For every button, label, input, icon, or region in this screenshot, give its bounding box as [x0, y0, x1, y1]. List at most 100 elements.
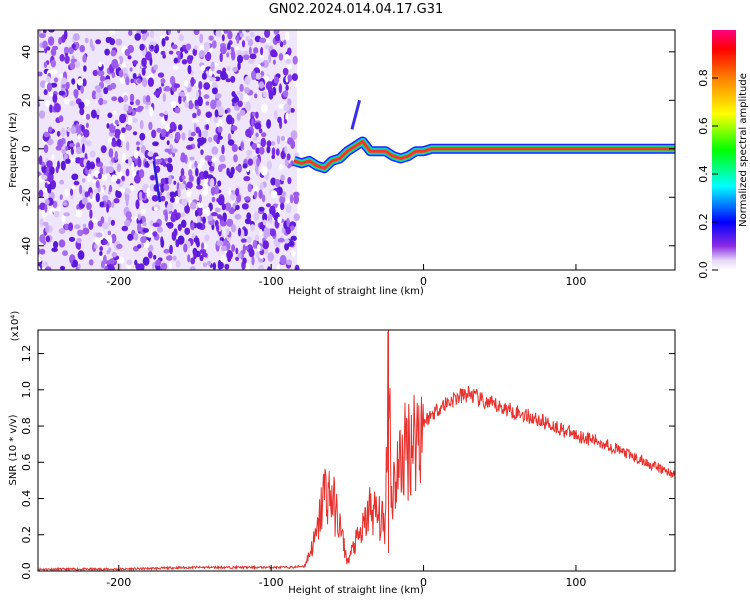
- noise-speck: [121, 175, 125, 181]
- snr-y-label: SNR (10 * v/v): [8, 414, 19, 485]
- noise-speck: [169, 244, 173, 255]
- noise-speck: [273, 51, 278, 58]
- noise-speck: [107, 230, 112, 236]
- noise-speck: [244, 176, 250, 181]
- noise-speck: [253, 186, 258, 193]
- noise-speck: [284, 243, 290, 251]
- noise-speck: [251, 142, 258, 150]
- noise-speck: [66, 127, 71, 133]
- noise-speck: [271, 141, 276, 146]
- noise-speck: [124, 219, 131, 227]
- noise-speck: [40, 174, 48, 180]
- noise-speck: [169, 191, 176, 198]
- noise-speck: [163, 248, 170, 254]
- noise-speck: [239, 93, 244, 101]
- noise-speck: [226, 250, 234, 260]
- noise-speck: [109, 30, 116, 35]
- noise-speck: [264, 44, 270, 50]
- noise-speck: [60, 160, 66, 171]
- snr-x-label: Height of straight line (km): [288, 585, 424, 596]
- noise-speck: [222, 30, 229, 34]
- noise-speck: [140, 145, 146, 154]
- y-tick-label: 0.6: [20, 454, 33, 472]
- noise-speck: [226, 228, 230, 236]
- noise-speck: [221, 144, 225, 155]
- noise-speck: [280, 202, 285, 210]
- noise-speck: [287, 98, 292, 106]
- noise-speck: [65, 158, 71, 164]
- noise-speck: [286, 64, 293, 70]
- noise-speck: [193, 45, 198, 50]
- noise-speck: [262, 240, 270, 250]
- noise-speck: [100, 186, 104, 193]
- noise-speck: [102, 239, 108, 245]
- noise-speck: [92, 179, 97, 184]
- noise-speck: [122, 152, 127, 163]
- x-tick-label: 100: [565, 275, 586, 288]
- noise-speck: [173, 255, 177, 261]
- noise-speck: [53, 77, 59, 83]
- noise-speck: [161, 37, 166, 47]
- noise-speck: [130, 78, 134, 84]
- noise-speck: [163, 87, 168, 92]
- noise-speck: [91, 44, 95, 52]
- noise-speck: [259, 37, 267, 43]
- noise-speck: [132, 60, 139, 65]
- noise-speck: [168, 50, 174, 55]
- noise-speck: [121, 225, 129, 232]
- noise-speck: [231, 50, 236, 61]
- noise-speck: [237, 227, 242, 237]
- noise-speck: [99, 166, 104, 175]
- noise-speck: [99, 251, 103, 256]
- noise-speck: [126, 264, 132, 269]
- noise-speck: [128, 30, 133, 36]
- noise-speck: [222, 212, 227, 222]
- noise-speck: [110, 49, 117, 57]
- noise-speck: [285, 259, 293, 266]
- noise-speck: [189, 156, 195, 161]
- noise-speck: [156, 127, 162, 133]
- noise-speck: [100, 145, 107, 154]
- noise-speck: [111, 139, 118, 148]
- noise-speck: [279, 195, 286, 204]
- noise-speck: [193, 237, 200, 243]
- noise-speck: [70, 188, 74, 196]
- noise-speck: [215, 93, 222, 99]
- noise-speck: [164, 148, 171, 153]
- snr-scale-label: (x10⁴): [10, 311, 21, 342]
- noise-speck: [273, 76, 280, 84]
- noise-speck: [75, 209, 83, 218]
- noise-speck: [261, 103, 268, 113]
- noise-speck: [181, 198, 188, 207]
- noise-speck: [52, 45, 59, 51]
- noise-speck: [226, 66, 231, 71]
- noise-speck: [72, 259, 78, 268]
- noise-speck: [126, 141, 130, 151]
- noise-speck: [218, 224, 222, 232]
- noise-speck: [268, 53, 272, 64]
- noise-speck: [217, 259, 222, 270]
- noise-speck: [188, 174, 194, 183]
- colorbar-gradient: [712, 30, 736, 270]
- noise-speck: [111, 58, 119, 69]
- noise-speck: [137, 158, 142, 168]
- noise-speck: [43, 144, 49, 154]
- noise-speck: [211, 156, 217, 163]
- noise-speck: [38, 71, 43, 77]
- noise-speck: [110, 219, 115, 226]
- noise-speck: [44, 204, 48, 213]
- y-tick-label: 0.8: [20, 417, 33, 435]
- noise-speck: [180, 168, 185, 178]
- noise-speck: [102, 222, 109, 230]
- noise-speck: [114, 119, 119, 125]
- noise-speck: [216, 138, 220, 145]
- noise-speck: [38, 266, 41, 270]
- noise-speck: [235, 46, 240, 51]
- noise-speck: [58, 37, 62, 45]
- noise-speck: [197, 137, 203, 144]
- noise-speck: [46, 46, 51, 51]
- noise-speck: [285, 84, 289, 91]
- y-tick-label: 1.2: [20, 345, 33, 363]
- spectrogram-y-label: Frequency (Hz): [8, 112, 19, 188]
